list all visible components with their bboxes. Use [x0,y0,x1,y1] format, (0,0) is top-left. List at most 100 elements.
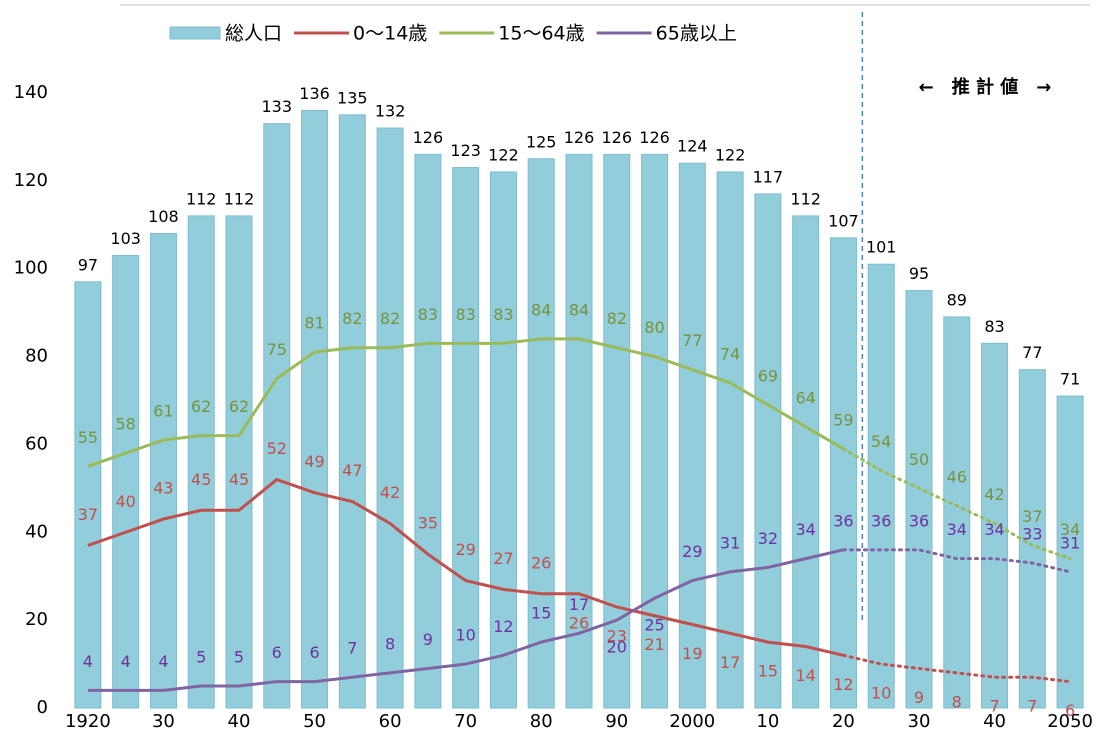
data-label: 26 [531,553,551,572]
data-label: 34 [984,520,1004,539]
data-label: 25 [644,616,664,635]
line-actual [87,477,844,657]
data-label: 7 [347,639,357,658]
line-actual [87,337,845,468]
data-label: 77 [682,331,702,350]
y-tick-label: 60 [25,433,48,454]
data-label: 103 [110,229,141,248]
data-label: 20 [607,638,627,657]
data-label: 84 [569,300,589,319]
data-label: 95 [909,264,929,283]
data-label: 71 [1060,370,1080,389]
x-tick-label: 60 [379,711,402,732]
legend-label: 65歳以上 [656,23,737,45]
data-label: 8 [385,634,395,653]
data-label: 5 [196,648,206,667]
data-label: 126 [413,128,444,147]
bar [452,167,480,709]
data-label: 126 [602,128,633,147]
bar [754,193,782,709]
data-label: 6 [1065,701,1075,720]
bar [414,153,442,709]
data-label: 14 [795,666,815,685]
data-label: 29 [682,542,702,561]
data-label: 42 [380,483,400,502]
x-tick-label: 40 [983,711,1006,732]
bar [376,127,404,709]
data-label: 42 [984,485,1004,504]
data-label: 32 [758,529,778,548]
line-projected [841,653,1072,684]
data-label: 126 [564,128,595,147]
bar [338,114,366,709]
data-label: 77 [1022,343,1042,362]
x-tick-label: 20 [832,711,855,732]
bar [867,263,895,709]
data-label: 83 [493,305,513,324]
data-label: 17 [720,653,740,672]
data-label: 31 [1060,533,1080,552]
data-label: 82 [380,309,400,328]
data-label: 112 [790,189,821,208]
x-tick-label: 10 [756,711,779,732]
data-label: 4 [121,652,131,671]
data-label: 4 [83,652,93,671]
legend-label: 総人口 [225,23,282,45]
data-label: 59 [833,410,853,429]
data-label: 31 [720,533,740,552]
y-tick-label: 80 [25,346,48,367]
line-actual [87,548,844,692]
data-label: 19 [682,644,702,663]
x-tick-label: 30 [908,711,931,732]
bar [792,215,820,709]
x-tick-label: 70 [454,711,477,732]
data-label: 69 [758,366,778,385]
data-label: 126 [639,128,670,147]
data-label: 34 [1060,520,1080,539]
data-label: 84 [531,300,551,319]
bar [716,171,744,709]
x-tick-label: 90 [605,711,628,732]
data-label: 97 [78,255,98,274]
data-label: 54 [871,432,891,451]
data-label: 101 [866,238,897,257]
data-label: 83 [455,305,475,324]
data-label: 7 [989,697,999,716]
x-tick-label: 40 [228,711,251,732]
y-tick-label: 0 [37,697,48,718]
data-label: 135 [337,88,368,107]
data-label: 26 [569,613,589,632]
bar [301,109,329,709]
x-tick-label: 2050 [1047,711,1093,732]
data-label: 124 [677,137,708,156]
bar [263,123,291,709]
projection-label: ← 推 計 値 → [919,76,1052,98]
data-label: 47 [342,461,362,480]
data-label: 6 [272,643,282,662]
data-label: 23 [607,626,627,645]
data-label: 15 [531,604,551,623]
data-label: 4 [158,652,168,671]
data-label: 83 [984,317,1004,336]
bar [527,158,555,709]
data-label: 36 [909,511,929,530]
data-label: 82 [342,309,362,328]
x-tick-label: 2000 [669,711,715,732]
data-label: 50 [909,450,929,469]
bar [943,316,971,709]
x-tick-label: 30 [152,711,175,732]
data-label: 7 [1027,697,1037,716]
data-label: 45 [229,470,249,489]
data-label: 64 [795,388,815,407]
data-label: 112 [186,189,217,208]
data-label: 12 [493,617,513,636]
data-label: 55 [78,428,98,447]
bar [603,153,631,709]
data-label: 62 [191,397,211,416]
bar [74,281,102,709]
data-label: 34 [795,520,815,539]
data-label: 108 [148,207,179,226]
data-label: 10 [871,684,891,703]
bar [225,215,253,709]
